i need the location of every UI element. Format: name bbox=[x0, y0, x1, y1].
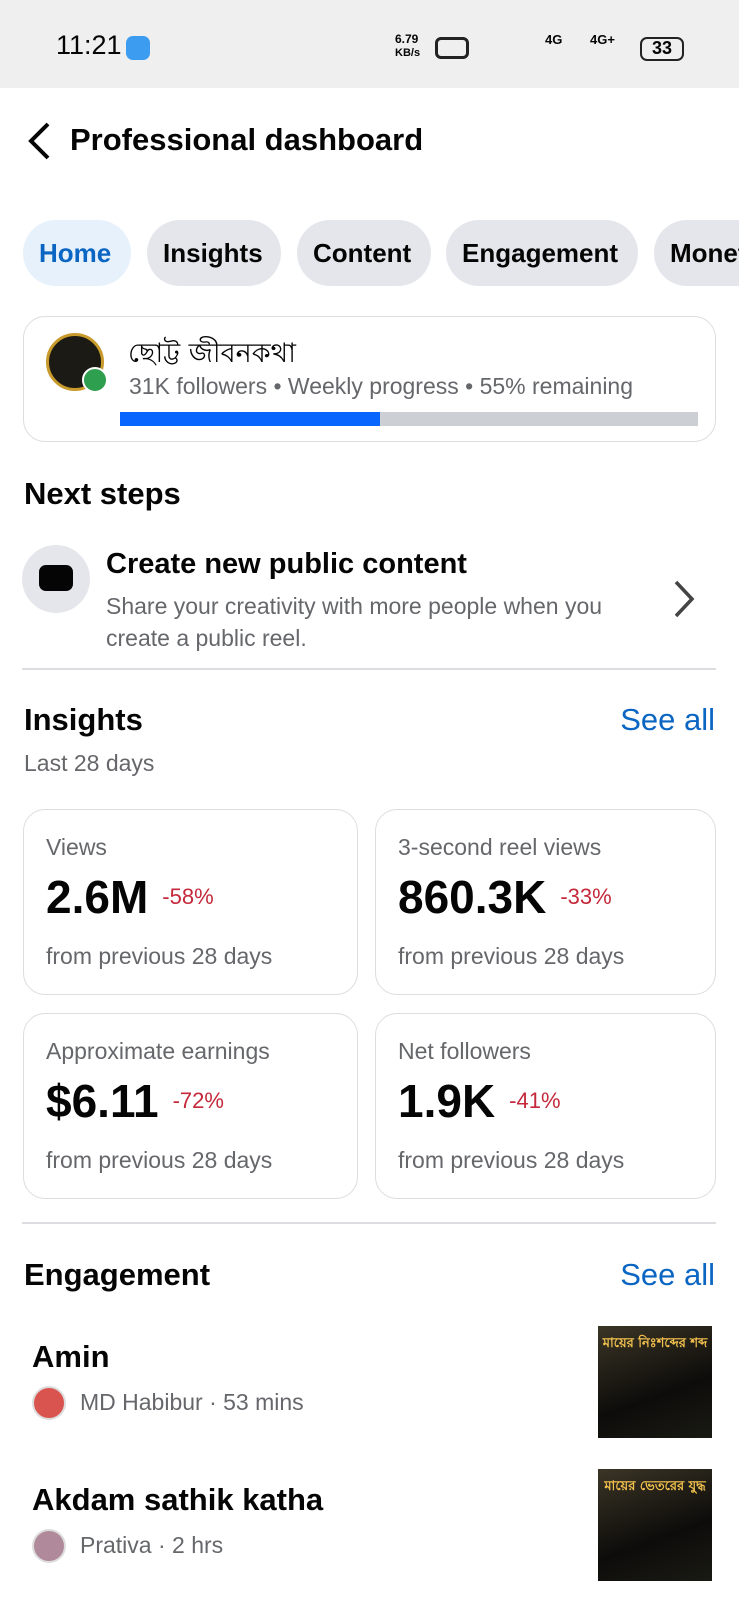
network-2: 4G+ bbox=[590, 32, 615, 47]
card-footer: from previous 28 days bbox=[398, 943, 625, 969]
insight-card[interactable]: Net followers 1.9K -41% from previous 28 da… bbox=[375, 1013, 716, 1199]
vpn-icon bbox=[435, 37, 469, 59]
card-label: Views bbox=[46, 834, 107, 860]
header-title: Professional dashboard bbox=[70, 122, 424, 157]
card-change: -72% bbox=[172, 1088, 224, 1113]
battery: 33 bbox=[640, 37, 684, 61]
card-value: $6.11 bbox=[46, 1075, 159, 1127]
card-value: 1.9K bbox=[398, 1075, 496, 1127]
item-thumbnail[interactable]: মায়ের নিঃশব্দের শব্দ bbox=[598, 1326, 712, 1438]
insights-title: Insights bbox=[24, 702, 143, 737]
time: 11:21 bbox=[56, 30, 122, 60]
card-value-row: 2.6M -58% bbox=[46, 870, 214, 924]
card-change: -58% bbox=[162, 884, 214, 909]
next-steps-title: Next steps bbox=[24, 476, 181, 511]
back-button[interactable] bbox=[24, 120, 54, 162]
item-avatar bbox=[32, 1529, 66, 1563]
tab[interactable]: Content bbox=[297, 220, 431, 286]
card-value-row: 1.9K -41% bbox=[398, 1074, 561, 1128]
tab[interactable]: Engagement bbox=[446, 220, 638, 286]
chevron[interactable] bbox=[670, 578, 698, 620]
tab[interactable]: Monetization bbox=[654, 220, 739, 286]
profile-card[interactable]: ছোট্ট জীবনকথা 31K followers • Weekly pro… bbox=[23, 316, 716, 442]
speed-unit: KB/s bbox=[395, 47, 421, 59]
status-bar: 11:21 6.79 KB/s 4G 4G+ 33 bbox=[0, 0, 739, 88]
item-meta: Prativa · 2 hrs bbox=[80, 1532, 224, 1558]
item-title[interactable]: Akdam sathik katha bbox=[32, 1482, 324, 1517]
insights-see-all[interactable]: See all bbox=[620, 702, 715, 737]
tab[interactable]: Insights bbox=[147, 220, 281, 286]
verified-badge bbox=[82, 367, 108, 393]
engagement-see-all[interactable]: See all bbox=[620, 1257, 715, 1292]
engagement-title: Engagement bbox=[24, 1257, 211, 1292]
next-step-title[interactable]: Create new public content bbox=[106, 548, 467, 580]
card-change: -33% bbox=[560, 884, 612, 909]
card-footer: from previous 28 days bbox=[46, 1147, 273, 1173]
network-1: 4G bbox=[545, 32, 563, 47]
progress-fill bbox=[120, 412, 381, 426]
insight-card[interactable]: 3-second reel views 860.3K -33% from previo… bbox=[375, 809, 716, 995]
card-value: 2.6M bbox=[46, 871, 149, 923]
content-icon bbox=[22, 545, 90, 613]
card-value-row: 860.3K -33% bbox=[398, 870, 612, 924]
item-avatar bbox=[32, 1386, 66, 1420]
item-title[interactable]: Amin bbox=[32, 1339, 110, 1374]
card-label: 3-second reel views bbox=[398, 834, 602, 860]
tab[interactable]: Home bbox=[23, 220, 131, 286]
card-change: -41% bbox=[509, 1088, 561, 1113]
next-step-description: Share your creativity with more people w… bbox=[106, 593, 603, 651]
item-meta: MD Habibur · 53 mins bbox=[80, 1389, 304, 1415]
progress-track bbox=[120, 412, 698, 426]
insight-card[interactable]: Approximate earnings $6.11 -72% from previo… bbox=[23, 1013, 358, 1199]
card-value: 860.3K bbox=[398, 871, 547, 923]
card-footer: from previous 28 days bbox=[398, 1147, 625, 1173]
card-value-row: $6.11 -72% bbox=[46, 1074, 224, 1128]
divider bbox=[22, 668, 716, 670]
item-thumbnail[interactable]: মায়ের ভেতরের যুদ্ধ bbox=[598, 1469, 712, 1581]
insight-card[interactable]: Views 2.6M -58% from previous 28 days bbox=[23, 809, 358, 995]
card-label: Net followers bbox=[398, 1038, 531, 1064]
card-label: Approximate earnings bbox=[46, 1038, 270, 1064]
insights-period: Last 28 days bbox=[24, 750, 155, 776]
divider bbox=[22, 1222, 716, 1224]
profile-name: ছোট্ট জীবনকথা bbox=[128, 338, 296, 369]
speed: 6.79 bbox=[395, 32, 419, 46]
messenger-icon bbox=[126, 36, 150, 60]
card-footer: from previous 28 days bbox=[46, 943, 273, 969]
profile-subtitle: 31K followers • Weekly progress • 55% re… bbox=[129, 373, 634, 399]
